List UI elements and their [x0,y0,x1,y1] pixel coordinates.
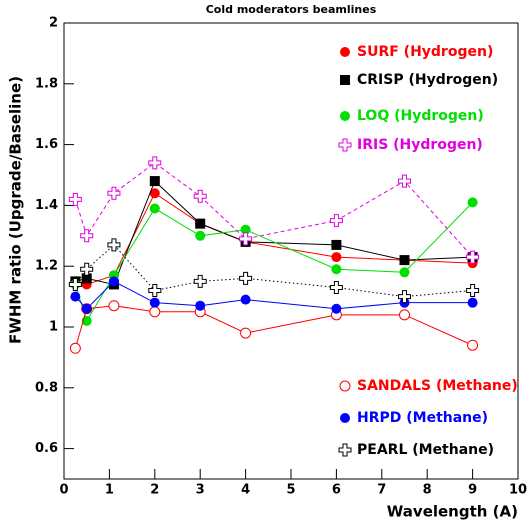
marker [193,274,207,288]
marker [81,303,92,314]
y-tick-label: 1.2 [35,259,58,274]
x-tick-label: 5 [286,483,295,498]
marker [331,264,342,275]
marker [149,176,160,187]
y-tick-label: 0.6 [35,441,58,456]
marker [68,277,82,291]
legend-label: SURF (Hydrogen) [357,44,493,60]
legend-marker [340,111,350,121]
y-tick-label: 1.4 [35,198,58,213]
marker [467,197,478,208]
marker [69,342,81,354]
series-line [74,305,473,349]
marker [399,309,410,321]
marker [398,290,411,304]
marker [467,297,478,308]
legend-label: HRPD (Methane) [357,410,488,426]
marker [331,303,342,314]
chart-title: Cold moderators beamlines [206,3,377,16]
marker [107,238,121,252]
legend-marker [340,75,350,85]
marker [108,276,119,287]
marker [329,280,343,294]
y-axis-label: FWHM ratio (Upgrade/Baseline) [7,76,25,344]
marker [195,230,206,241]
marker [195,218,206,229]
marker [331,239,342,250]
marker [240,294,251,305]
marker [149,188,160,199]
legend-label: CRISP (Hydrogen) [357,72,498,88]
y-tick-label: 1 [49,320,58,335]
series-line [74,280,473,310]
marker [149,306,161,318]
x-tick-label: 10 [509,483,527,498]
marker [195,300,206,311]
marker [70,291,81,302]
legend-marker [338,443,352,457]
marker [108,300,120,312]
x-tick-label: 1 [105,483,114,498]
legend-label: PEARL (Methane) [357,442,494,458]
x-tick-label: 2 [150,483,159,498]
marker [239,232,253,246]
marker [193,189,207,203]
marker [240,224,251,235]
marker [149,297,160,308]
marker [148,284,162,298]
x-tick-label: 0 [59,483,68,498]
legend-marker [340,47,350,57]
marker [398,174,411,188]
marker [329,214,343,228]
y-tick-label: 2 [49,16,58,31]
x-tick-label: 3 [196,483,205,498]
x-tick-label: 4 [241,483,250,498]
legend-marker [338,138,352,152]
x-axis-label: Wavelength (A) [387,503,518,521]
series-line [75,192,473,285]
marker [399,255,410,266]
marker [80,229,94,243]
marker [331,252,342,263]
marker [399,267,410,278]
y-tick-label: 1.6 [35,137,58,152]
marker [466,250,480,264]
marker [240,327,252,339]
legend-label: IRIS (Hydrogen) [357,137,483,153]
marker [68,192,82,206]
marker [81,273,92,284]
legend-label: LOQ (Hydrogen) [357,108,484,124]
y-tick-label: 1.8 [35,76,58,91]
x-tick-label: 6 [332,483,341,498]
series-line [74,244,473,298]
marker [148,156,162,170]
x-tick-label: 7 [377,483,386,498]
x-tick-label: 9 [468,483,477,498]
y-tick-label: 0.8 [35,380,58,395]
marker [149,203,160,214]
marker [239,271,253,285]
marker [80,262,94,276]
legend-label: SANDALS (Methane) [357,378,518,394]
marker [466,284,480,298]
marker [467,339,479,351]
x-tick-label: 8 [423,483,432,498]
marker [107,186,121,200]
legend-marker [340,413,350,423]
legend-marker [339,380,351,392]
